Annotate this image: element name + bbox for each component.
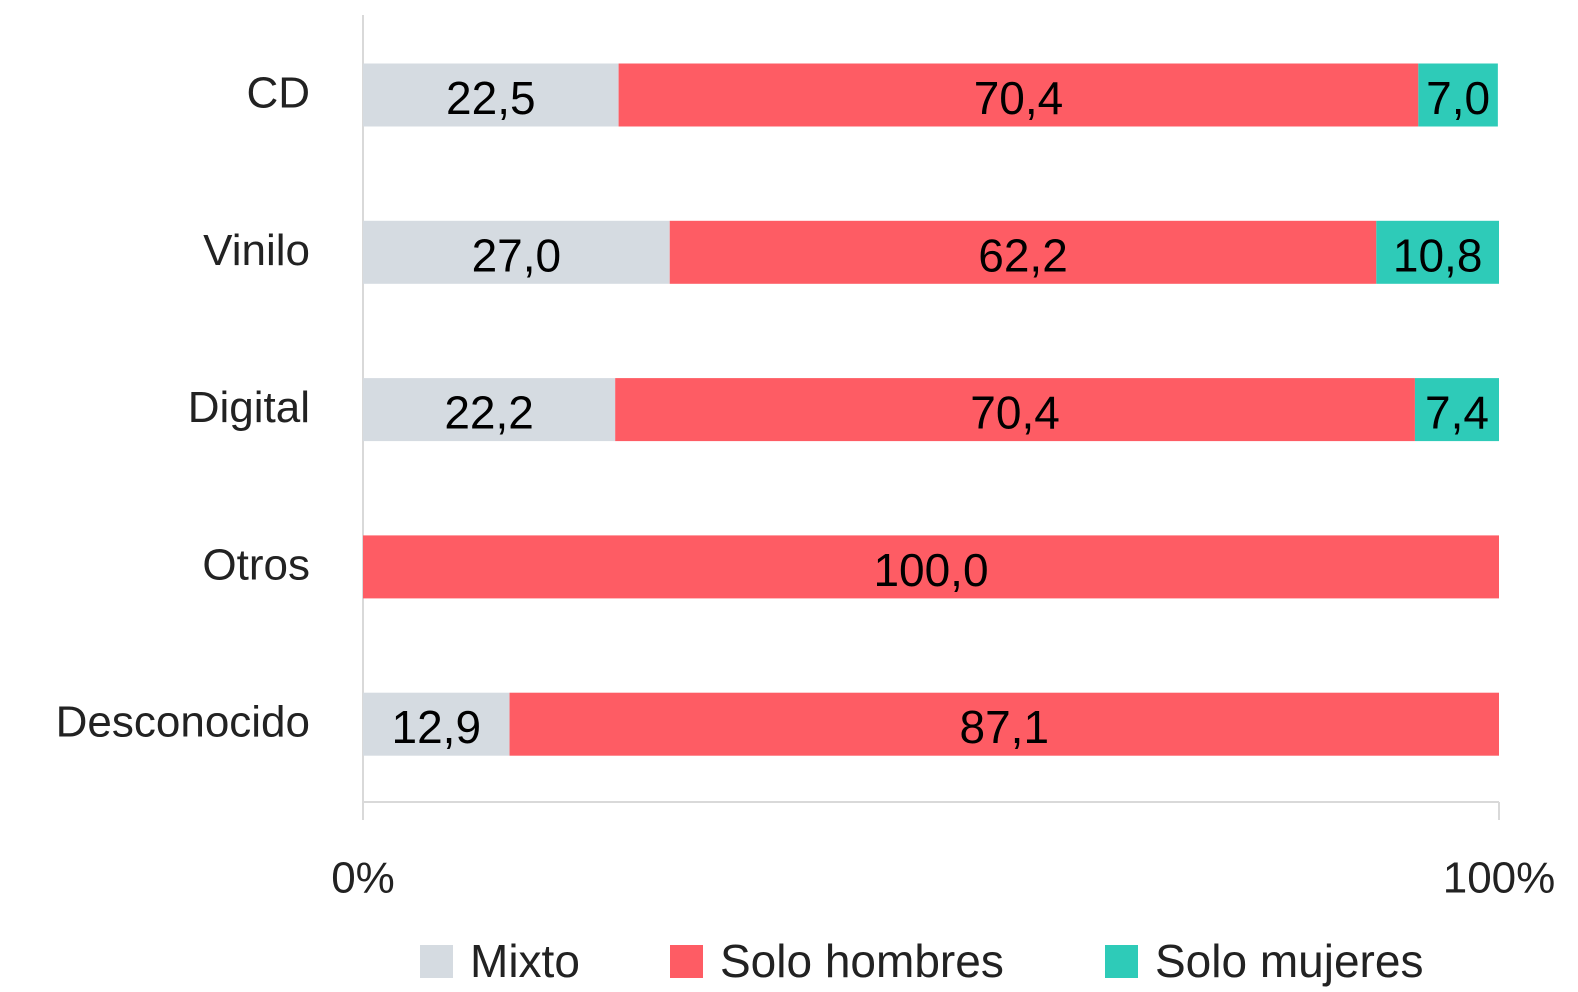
- bar-segment: [1418, 63, 1498, 127]
- bar-segment: [509, 692, 1499, 756]
- legend-swatch: [420, 945, 453, 978]
- x-tick-label: 100%: [1443, 854, 1556, 903]
- value-label: 7,0: [1426, 72, 1490, 124]
- value-label: 62,2: [978, 229, 1068, 281]
- value-label: 22,5: [446, 72, 536, 124]
- category-label: Desconocido: [56, 698, 310, 747]
- value-label: 10,8: [1393, 229, 1483, 281]
- legend-label: Mixto: [470, 935, 580, 987]
- value-label: 87,1: [960, 701, 1050, 753]
- bar-segment: [615, 378, 1415, 442]
- x-tick-label: 0%: [331, 854, 395, 903]
- value-label: 70,4: [974, 72, 1064, 124]
- value-label: 7,4: [1425, 387, 1489, 439]
- legend-label: Solo hombres: [720, 935, 1004, 987]
- bar-segment: [363, 63, 619, 127]
- category-label: Vinilo: [203, 226, 310, 275]
- value-label: 70,4: [970, 387, 1060, 439]
- bar-segment: [669, 220, 1377, 284]
- category-label: Otros: [202, 540, 310, 589]
- bar-segment: [1376, 220, 1499, 284]
- value-label: 27,0: [472, 229, 562, 281]
- legend-label: Solo mujeres: [1155, 935, 1423, 987]
- category-label: Digital: [188, 383, 310, 432]
- legend-swatch: [1105, 945, 1138, 978]
- bar-segment: [363, 535, 1499, 599]
- legend-swatch: [670, 945, 703, 978]
- value-label: 22,2: [444, 387, 534, 439]
- value-label: 100,0: [873, 544, 988, 596]
- value-label: 12,9: [392, 701, 482, 753]
- bar-segment: [363, 220, 670, 284]
- bar-segment: [363, 378, 616, 442]
- category-label: CD: [246, 69, 310, 118]
- bar-segment: [618, 63, 1419, 127]
- bar-segment: [363, 692, 510, 756]
- bar-segment: [1414, 378, 1499, 442]
